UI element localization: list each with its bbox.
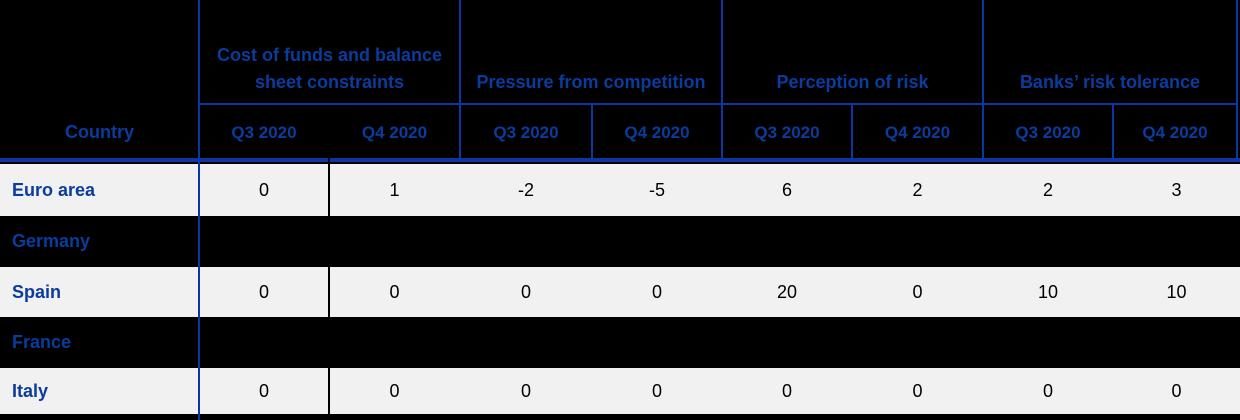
cell-spain-c1: 0 [258,281,269,302]
cell-euro-area-c6: 2 [912,179,923,200]
cell-spain-c2: 0 [389,281,400,302]
row-label-germany: Germany [12,231,91,251]
cell-italy-c1: 0 [258,380,269,401]
cell-euro-area-c3: -2 [517,179,534,200]
cell-italy-c6: 0 [912,380,923,401]
row-label-euro-area: Euro area [12,179,96,200]
subheader-q4-2020-group1: Q4 2020 [361,122,428,142]
cell-euro-area-c8: 3 [1171,179,1182,200]
cell-spain-c5: 20 [776,281,798,302]
cell-spain-c3: 0 [520,281,531,302]
table-right-border [1236,0,1238,162]
subheader-q4-2020-group3: Q4 2020 [884,122,951,142]
header-bottom-border [0,158,1240,162]
cell-spain-c4: 0 [651,281,662,302]
subheader-q4-2020-group2: Q4 2020 [624,122,690,142]
group-border-2-3 [721,0,723,162]
group-border-1-2 [459,0,461,162]
group-border-3-4 [982,0,984,162]
cell-euro-area-c7: 2 [1042,179,1053,200]
subheader-q3-2020-group1: Q3 2020 [231,122,297,142]
cell-italy-c8: 0 [1171,380,1182,401]
header-divider-line [199,103,1238,105]
country-column-header: Country [65,122,134,142]
table-row-italy: Italy 0 0 0 0 0 0 0 0 [0,368,1240,414]
group-header-pressure-from-competition: Pressure from competition [476,72,706,92]
subheader-q4-2020-group4: Q4 2020 [1142,122,1208,142]
cell-euro-area-c1: 0 [258,179,269,200]
group-header-perception-of-risk: Perception of risk [776,72,929,92]
subheader-q3-2020-group3: Q3 2020 [754,122,820,142]
cell-spain-c8: 10 [1166,281,1187,302]
country-column-border [198,0,200,420]
cell-italy-c5: 0 [781,380,792,401]
cell-spain-c6: 0 [912,281,923,302]
cell-spain-c7: 10 [1037,281,1059,302]
q3-q4-divider-group1 [328,105,330,414]
row-label-france: France [12,332,72,352]
row-label-spain: Spain [12,281,62,302]
cell-italy-c4: 0 [651,380,662,401]
cell-euro-area-c4: -5 [648,179,665,200]
table-row-germany: Germany [0,216,1240,267]
q3-q4-divider-group3 [851,105,853,162]
cell-italy-c3: 0 [520,380,531,401]
cell-italy-c7: 0 [1042,380,1053,401]
table-row-france: France [0,317,1240,368]
subheader-q3-2020-group2: Q3 2020 [493,122,559,142]
q3-q4-divider-group2 [591,105,593,162]
table-row-spain: Spain 0 0 0 0 20 0 10 10 [0,267,1240,317]
table-row-euro-area: Euro area 0 1 -2 -5 6 2 2 3 [0,164,1240,216]
subheader-q3-2020-group4: Q3 2020 [1015,122,1081,142]
row-label-italy: Italy [12,380,49,401]
group-header-cost-of-funds: Cost of funds and balance sheet constrai… [216,45,443,92]
cell-euro-area-c2: 1 [389,179,400,200]
q3-q4-divider-group4 [1112,105,1114,162]
cell-euro-area-c5: 6 [781,179,792,200]
cell-italy-c2: 0 [389,380,400,401]
group-header-banks-risk-tolerance: Banks’ risk tolerance [1019,72,1201,92]
